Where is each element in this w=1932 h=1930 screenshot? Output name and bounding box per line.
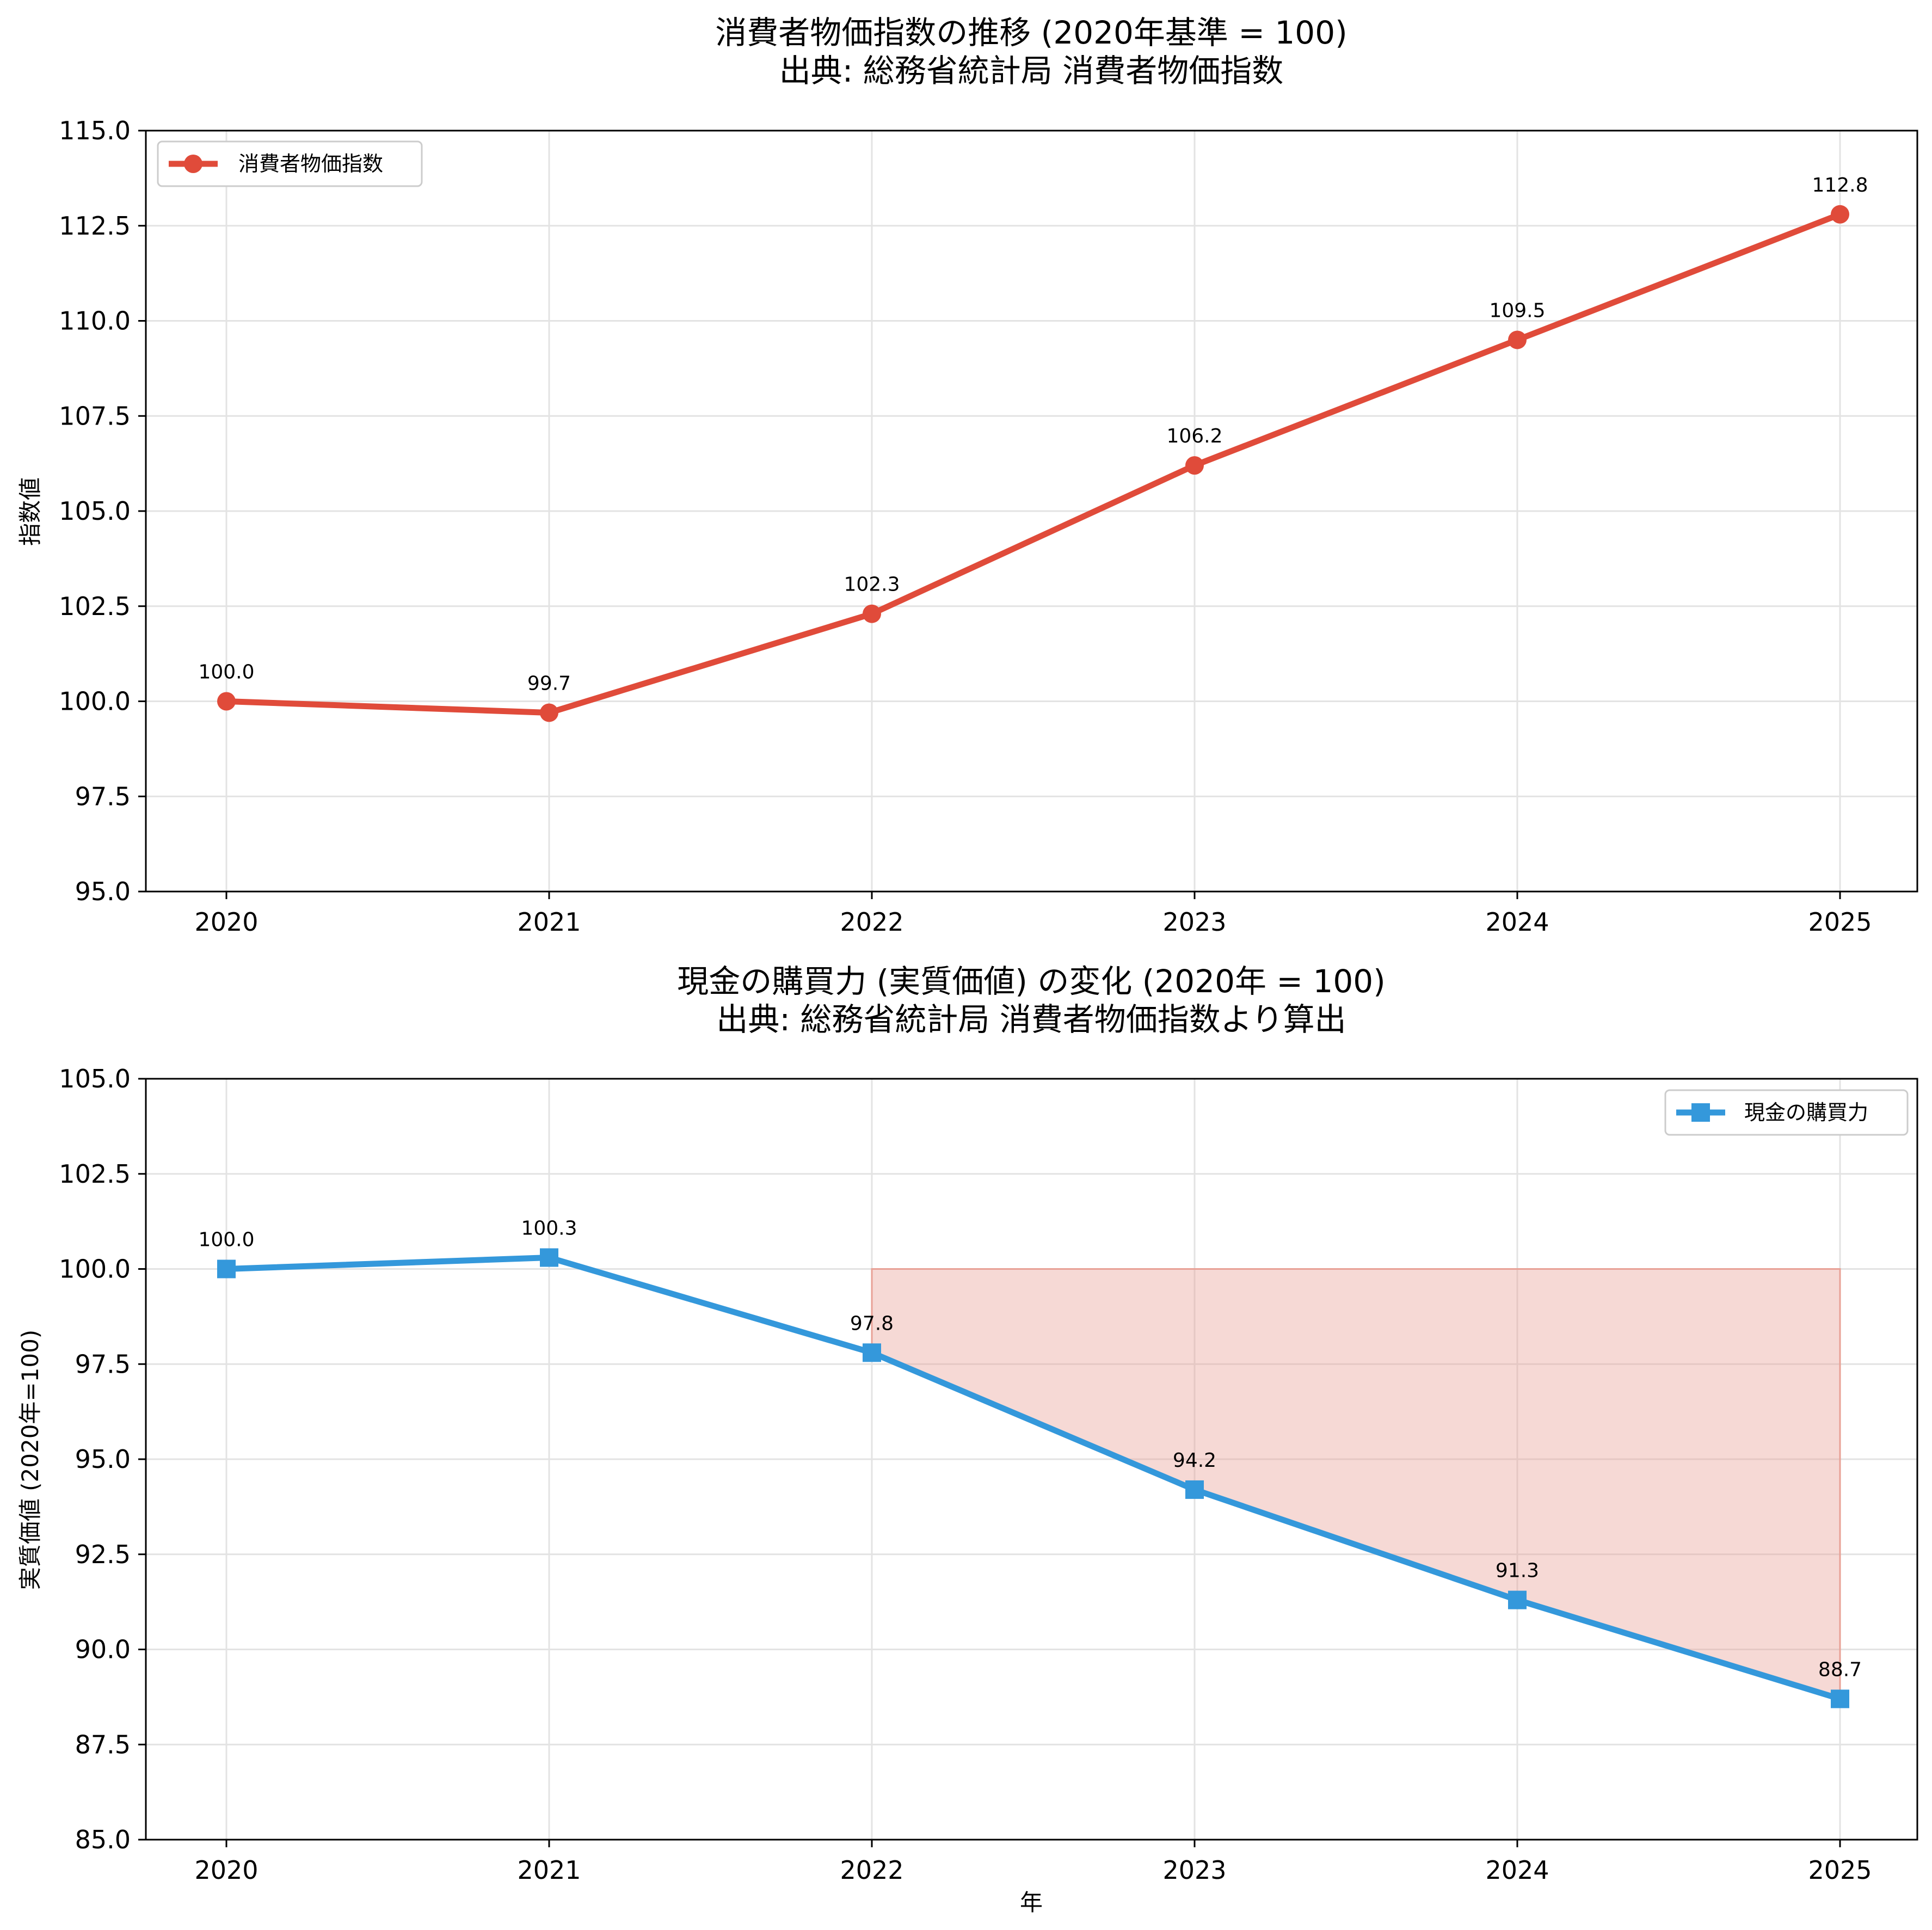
pp-x-tick-label: 2021: [517, 1855, 581, 1885]
cpi-x-tick-label: 2022: [840, 907, 903, 937]
cpi-x-tick-label: 2024: [1485, 907, 1549, 937]
cpi-data-point: [1185, 456, 1204, 475]
pp-data-label: 100.0: [198, 1229, 254, 1251]
pp-legend-marker: [1691, 1103, 1710, 1122]
pp-y-tick-label: 102.5: [59, 1159, 131, 1189]
cpi-y-tick-label: 110.0: [59, 306, 131, 336]
pp-ticks: 85.0 87.5 90.0 92.5 95.0 97.5 100.0 102.5 105.0 2…: [59, 1064, 1872, 1885]
pp-data-point: [1185, 1480, 1204, 1499]
cpi-y-tick-label: 107.5: [59, 401, 131, 431]
cpi-y-tick-label: 105.0: [59, 496, 131, 526]
pp-data-label: 94.2: [1173, 1449, 1216, 1472]
pp-y-axis-label: 実質価値 (2020年=100): [17, 1330, 44, 1590]
cpi-y-tick-label: 102.5: [59, 592, 131, 621]
pp-markers: [217, 1248, 1849, 1708]
cpi-x-tick-label: 2025: [1808, 907, 1872, 937]
pp-y-tick-label: 100.0: [59, 1255, 131, 1284]
cpi-chart-subtitle: 出典: 総務省統計局 消費者物価指数: [779, 52, 1283, 89]
cpi-markers: [217, 205, 1849, 722]
pp-x-tick-label: 2025: [1808, 1855, 1872, 1885]
pp-data-labels: 100.0 100.3 97.8 94.2 91.3 88.7: [198, 1218, 1862, 1681]
cpi-data-label: 112.8: [1812, 174, 1868, 196]
cpi-chart-panel: 消費者物価指数の推移 (2020年基準 = 100) 出典: 総務省統計局 消費…: [17, 14, 1918, 937]
cpi-data-label: 99.7: [527, 672, 571, 694]
pp-data-point: [1508, 1590, 1527, 1609]
cpi-y-tick-label: 115.0: [59, 116, 131, 145]
cpi-y-tick-label: 100.0: [59, 687, 131, 716]
pp-x-tick-label: 2023: [1162, 1855, 1226, 1885]
cpi-legend: 消費者物価指数: [157, 140, 423, 187]
pp-x-tick-label: 2022: [840, 1855, 903, 1885]
cpi-legend-marker: [184, 155, 202, 173]
pp-y-tick-label: 92.5: [75, 1540, 131, 1569]
pp-y-tick-label: 95.0: [75, 1445, 131, 1474]
cpi-y-tick-label: 95.0: [75, 877, 131, 906]
pp-data-label: 88.7: [1818, 1658, 1862, 1681]
cpi-x-tick-label: 2021: [517, 907, 581, 937]
pp-legend-label: 現金の購買力: [1744, 1101, 1868, 1124]
purchasing-power-chart-panel: 現金の購買力 (実質価値) の変化 (2020年 = 100) 出典: 総務省統…: [17, 963, 1918, 1916]
pp-data-label: 91.3: [1496, 1560, 1539, 1582]
pp-data-label: 100.3: [521, 1218, 577, 1240]
pp-x-axis-label: 年: [1020, 1889, 1043, 1916]
cpi-data-label: 109.5: [1489, 299, 1545, 322]
pp-data-point: [217, 1259, 236, 1279]
pp-grid: [146, 1078, 1917, 1841]
pp-y-tick-label: 105.0: [59, 1064, 131, 1093]
cpi-data-point: [1508, 330, 1527, 349]
pp-loss-shaded-area: [871, 1268, 1841, 1700]
pp-chart-title: 現金の購買力 (実質価値) の変化 (2020年 = 100): [677, 963, 1386, 1000]
cpi-legend-label: 消費者物価指数: [238, 152, 383, 176]
cpi-grid: [146, 130, 1917, 893]
pp-data-point: [540, 1248, 558, 1267]
cpi-line: [226, 211, 1841, 716]
cpi-data-point: [217, 692, 236, 711]
cpi-legend-box: [157, 140, 423, 187]
pp-x-tick-label: 2024: [1485, 1855, 1549, 1885]
cpi-data-labels: 100.0 99.7 102.3 106.2 109.5 112.8: [198, 174, 1868, 695]
cpi-ticks: 95.0 97.5 100.0 102.5 105.0 107.5 110.0 112.5 11…: [59, 116, 1872, 937]
pp-y-tick-label: 97.5: [75, 1349, 131, 1379]
cpi-data-point: [863, 604, 881, 623]
cpi-data-label: 100.0: [198, 661, 254, 684]
pp-data-point: [1831, 1689, 1849, 1708]
pp-line: [226, 1255, 1841, 1702]
cpi-x-tick-label: 2020: [194, 907, 258, 937]
pp-chart-subtitle: 出典: 総務省統計局 消費者物価指数より算出: [716, 1001, 1346, 1038]
cpi-y-axis-label: 指数値: [17, 477, 44, 546]
pp-legend-box: [1664, 1089, 1909, 1136]
cpi-chart-title: 消費者物価指数の推移 (2020年基準 = 100): [715, 14, 1347, 51]
cpi-data-label: 102.3: [844, 574, 900, 596]
pp-y-tick-label: 85.0: [75, 1825, 131, 1854]
cpi-y-tick-label: 97.5: [75, 782, 131, 811]
pp-x-tick-label: 2020: [194, 1855, 258, 1885]
cpi-y-tick-label: 112.5: [59, 211, 131, 241]
cpi-data-point: [1831, 205, 1849, 224]
pp-legend: 現金の購買力: [1664, 1089, 1909, 1136]
cpi-x-tick-label: 2023: [1162, 907, 1226, 937]
pp-data-label: 97.8: [850, 1312, 894, 1335]
cpi-data-point: [540, 703, 558, 722]
pp-y-tick-label: 90.0: [75, 1635, 131, 1664]
pp-data-point: [863, 1343, 881, 1362]
pp-y-tick-label: 87.5: [75, 1730, 131, 1759]
cpi-data-label: 106.2: [1166, 425, 1222, 447]
